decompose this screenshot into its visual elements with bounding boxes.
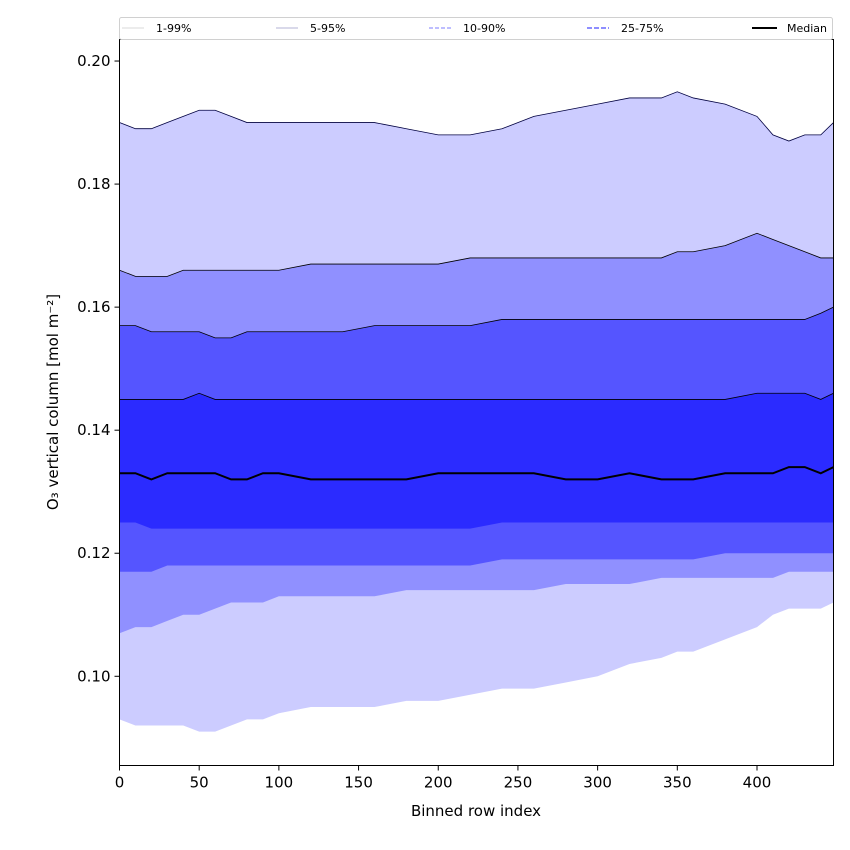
legend-label-0: 1-99%: [156, 22, 191, 35]
x-tick-label-0: 0: [115, 774, 125, 792]
y-tick-label-1: 0.12: [77, 544, 110, 562]
x-tick-label-7: 350: [663, 774, 692, 792]
x-axis: 0 50 100 150 200 250 300 350 400: [115, 765, 772, 792]
y-axis-label: O₃ vertical column [mol m⁻²]: [44, 294, 62, 510]
y-tick-label-5: 0.20: [77, 52, 110, 70]
legend-box: [119, 17, 833, 40]
band-3-upper-edge: [119, 392, 834, 400]
y-tick-label-0: 0.10: [77, 667, 110, 685]
legend-label-2: 10-90%: [463, 22, 505, 35]
x-tick-label-6: 300: [583, 774, 612, 792]
x-axis-label: Binned row index: [411, 802, 541, 820]
legend-label-3: 25-75%: [621, 22, 663, 35]
x-tick-label-2: 100: [265, 774, 294, 792]
band-layer: [119, 91, 834, 732]
y-tick-label-4: 0.18: [77, 175, 110, 193]
band-1-upper-edge: [119, 232, 834, 277]
y-axis: 0.10 0.12 0.14 0.16 0.18 0.20: [77, 52, 120, 685]
x-tick-label-5: 250: [504, 774, 533, 792]
band-2-upper-edge: [119, 306, 834, 339]
legend: 1-99% 5-95% 10-90% 25-75% Median: [119, 17, 833, 40]
y-tick-label-2: 0.14: [77, 421, 110, 439]
median-line: [119, 466, 834, 481]
x-tick-label-4: 200: [424, 774, 453, 792]
line-layer: [119, 91, 834, 481]
band-0-upper-edge: [119, 91, 834, 142]
x-tick-label-8: 400: [743, 774, 772, 792]
band-3: [119, 393, 834, 529]
y-tick-label-3: 0.16: [77, 298, 110, 316]
x-tick-label-3: 150: [344, 774, 373, 792]
legend-label-1: 5-95%: [310, 22, 345, 35]
x-tick-label-1: 50: [190, 774, 209, 792]
legend-label-4: Median: [787, 22, 827, 35]
